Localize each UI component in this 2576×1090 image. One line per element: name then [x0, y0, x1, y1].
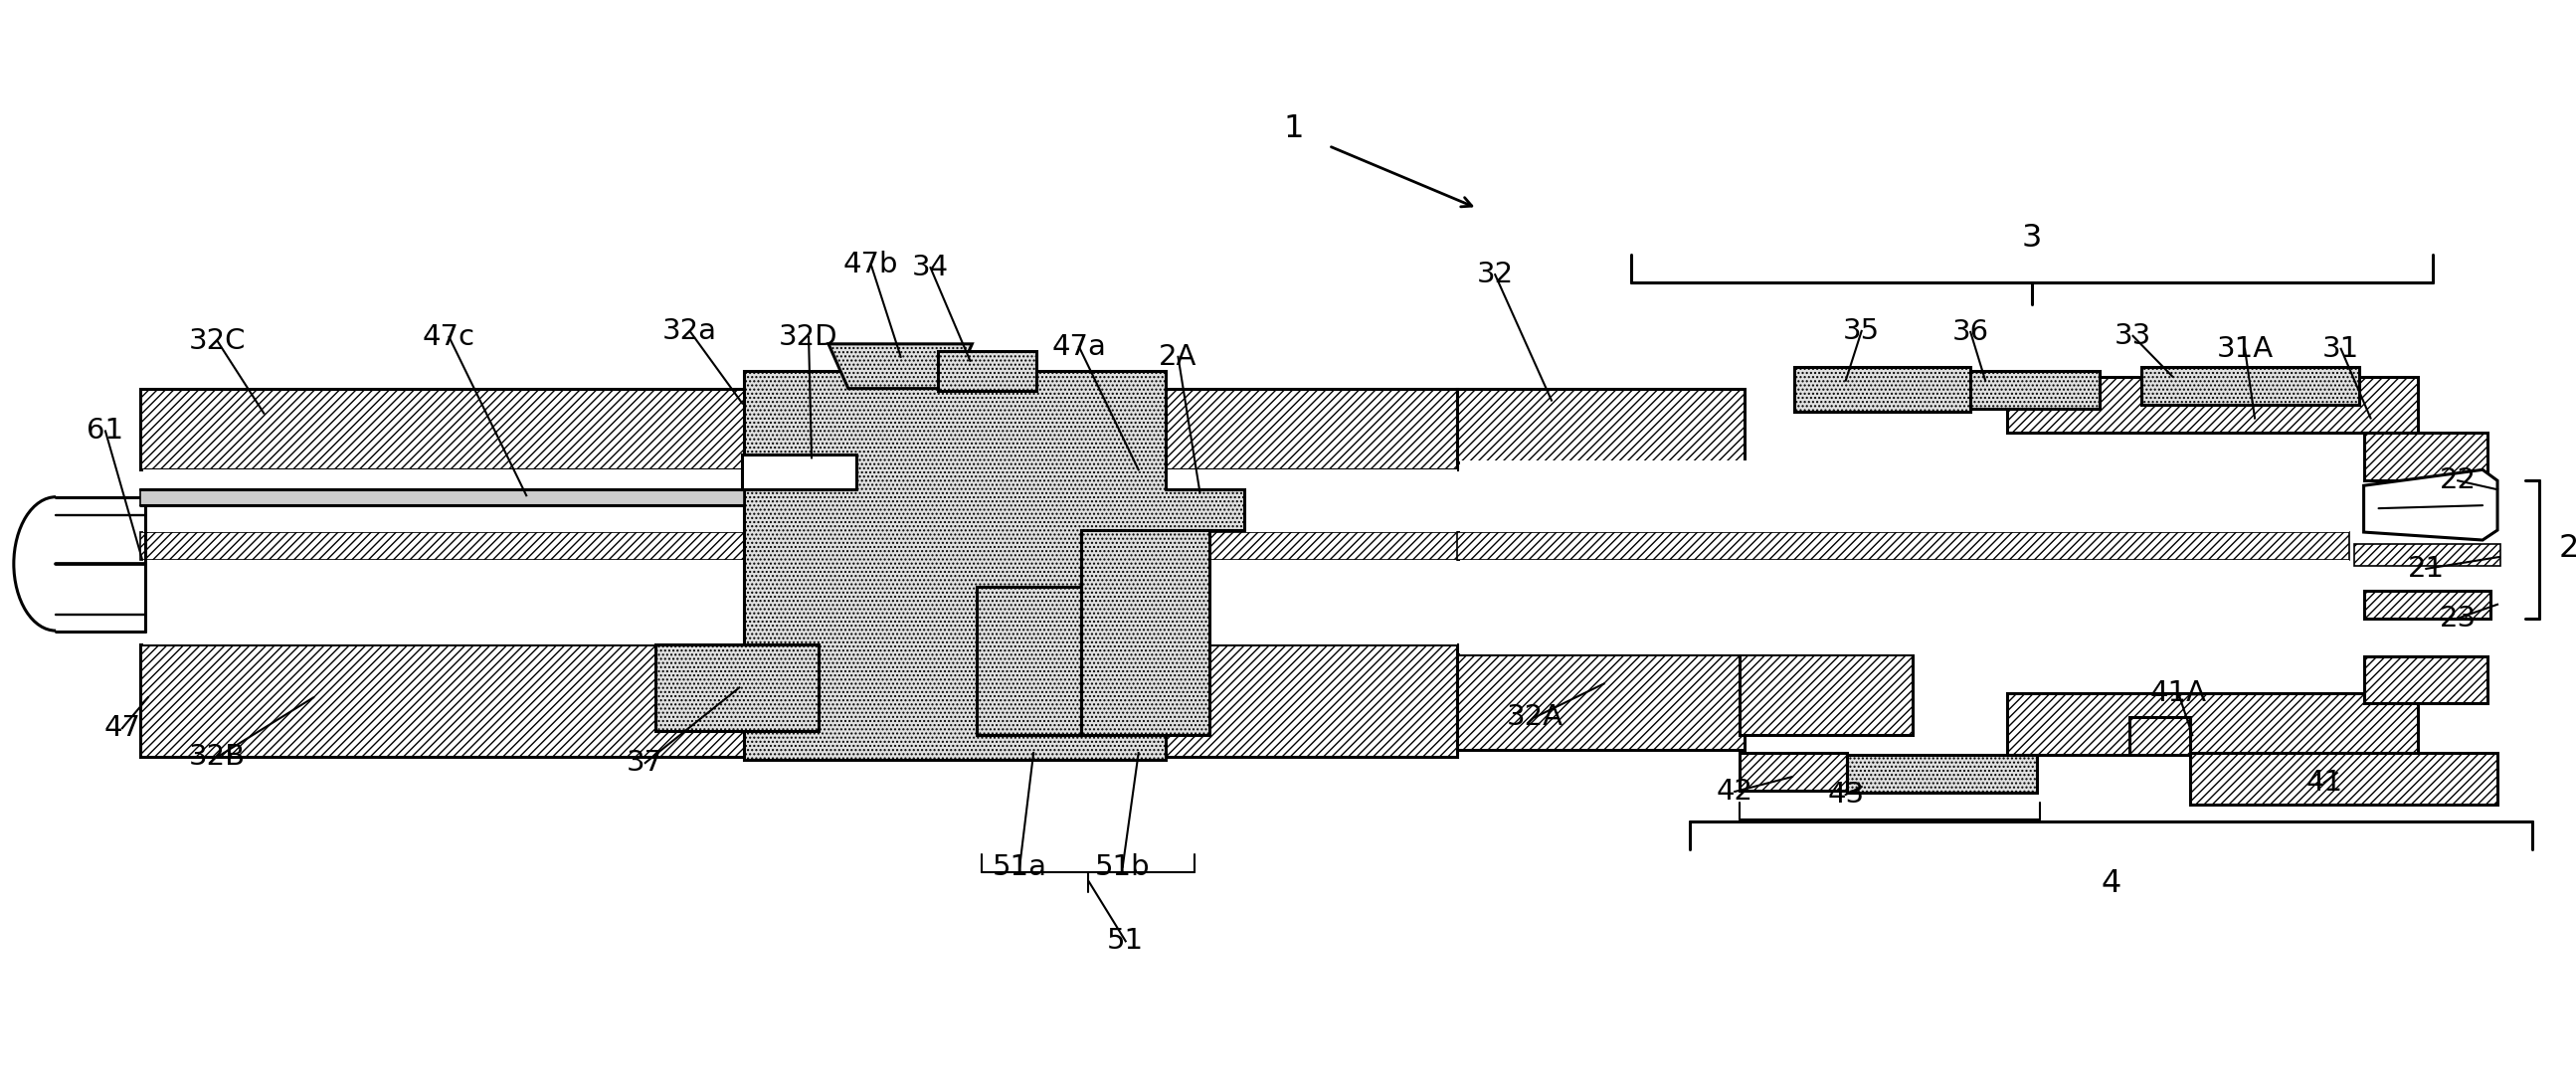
Bar [139, 489, 744, 506]
Polygon shape [829, 344, 971, 388]
Text: 32A: 32A [1507, 703, 1564, 731]
Bar [139, 644, 1458, 756]
Bar [1461, 560, 2349, 654]
Bar [2128, 717, 2190, 755]
Bar [1739, 654, 1914, 735]
Text: 31: 31 [2324, 335, 2360, 363]
Bar [144, 560, 1458, 644]
Text: 21: 21 [2409, 555, 2445, 583]
Text: 34: 34 [912, 254, 948, 281]
Bar [1458, 388, 1744, 463]
Bar [2365, 591, 2491, 618]
Text: 32a: 32a [662, 317, 716, 346]
Text: 51a: 51a [992, 853, 1046, 881]
Text: 51b: 51b [1095, 853, 1151, 881]
Text: 47c: 47c [422, 323, 477, 351]
Text: 32D: 32D [778, 323, 837, 351]
Text: 51: 51 [1108, 928, 1144, 955]
Bar [976, 586, 1082, 735]
Bar [2190, 753, 2499, 804]
Bar [1458, 654, 1744, 750]
Bar [742, 455, 855, 489]
Text: 22: 22 [2439, 467, 2476, 495]
Bar [144, 470, 1458, 532]
Polygon shape [744, 371, 1244, 760]
Text: 33: 33 [2115, 322, 2151, 350]
Text: 3: 3 [2022, 222, 2043, 253]
Bar [1458, 532, 2349, 560]
Text: 42: 42 [1716, 777, 1754, 806]
Text: 47b: 47b [842, 251, 899, 279]
Bar [2365, 433, 2488, 481]
Text: 2A: 2A [1159, 343, 1198, 371]
Text: 41A: 41A [2151, 680, 2208, 707]
Bar [654, 644, 819, 731]
Text: 43: 43 [1826, 780, 1865, 809]
Text: 41: 41 [2306, 768, 2342, 797]
Bar [1082, 530, 1211, 735]
Text: 31A: 31A [2215, 335, 2272, 363]
Text: 32C: 32C [188, 327, 245, 355]
Bar [1971, 371, 2099, 409]
Bar [1795, 366, 1971, 411]
Bar [139, 388, 1458, 470]
Polygon shape [2365, 470, 2499, 540]
Bar [1739, 753, 1847, 790]
Text: 1: 1 [1283, 113, 1303, 145]
Text: 47a: 47a [1051, 332, 1105, 361]
Text: 35: 35 [1842, 317, 1880, 346]
Text: 4: 4 [2102, 869, 2120, 899]
Bar [139, 532, 1468, 560]
Text: 37: 37 [626, 749, 665, 777]
Bar [2141, 366, 2360, 404]
Bar [1461, 461, 2349, 532]
Text: 36: 36 [1953, 318, 1989, 346]
Bar [2007, 377, 2419, 433]
Text: 61: 61 [88, 417, 124, 445]
Bar [2354, 544, 2501, 566]
Bar [938, 351, 1036, 390]
Bar [2365, 656, 2488, 703]
Bar [2007, 693, 2419, 755]
Text: 23: 23 [2439, 604, 2476, 632]
Text: 2: 2 [2558, 533, 2576, 565]
Text: 32: 32 [1476, 261, 1515, 289]
Text: 32B: 32B [188, 743, 245, 771]
Text: 47: 47 [103, 714, 142, 742]
Bar [1847, 755, 2038, 792]
